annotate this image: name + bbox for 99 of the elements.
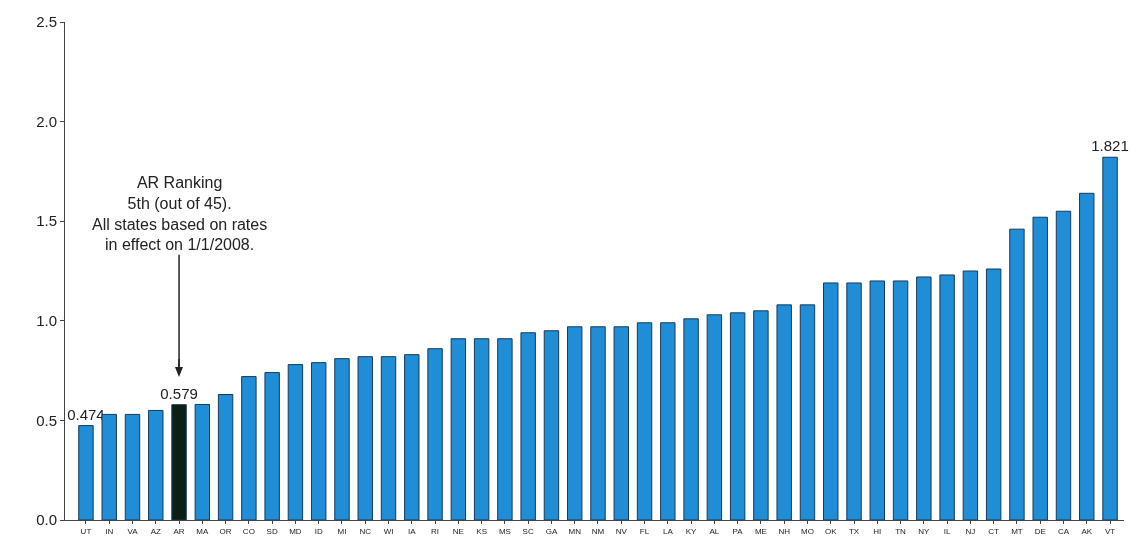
y-tick-label: 0.5 <box>36 411 57 429</box>
bar <box>78 425 94 520</box>
data-label: 1.821 <box>1091 137 1129 155</box>
bar <box>916 276 932 520</box>
bar <box>753 310 769 520</box>
bar <box>613 326 629 520</box>
bar <box>683 318 699 520</box>
bar <box>334 358 350 520</box>
bar <box>1009 228 1025 520</box>
x-tick-label: TX <box>848 526 860 536</box>
bar <box>497 338 513 520</box>
bar <box>660 322 676 520</box>
x-tick-label: ME <box>754 526 767 536</box>
x-tick-label: NC <box>359 526 372 536</box>
x-tick-label: IA <box>408 526 417 536</box>
x-tick-label: KS <box>476 526 487 536</box>
x-tick-label: MO <box>801 526 814 536</box>
bar <box>473 338 490 520</box>
bar <box>1079 192 1095 520</box>
x-tick-label: CT <box>988 526 1000 536</box>
bar <box>171 404 187 520</box>
x-tick-label: GA <box>545 526 558 536</box>
x-tick-label: AZ <box>150 526 161 536</box>
bar <box>241 376 257 520</box>
x-tick-label: NY <box>918 526 931 536</box>
x-tick-label: AK <box>1081 526 1093 536</box>
x-tick-label: OK <box>824 526 838 536</box>
bar <box>1102 156 1118 520</box>
bar <box>567 326 583 520</box>
bar <box>520 332 536 520</box>
bar <box>636 322 653 520</box>
y-tick-label: 1.5 <box>36 212 57 230</box>
bar <box>287 364 304 520</box>
x-tick-label: VT <box>1104 526 1116 536</box>
x-tick-label: IN <box>105 526 114 536</box>
bar <box>869 280 885 520</box>
x-tick-label: MT <box>1011 526 1023 536</box>
x-tick-label: MD <box>289 526 302 536</box>
bar <box>729 312 746 520</box>
x-tick-label: VA <box>127 526 139 536</box>
x-tick-label: WI <box>383 526 394 536</box>
x-tick-label: LA <box>662 526 674 536</box>
x-tick-label: SD <box>266 526 278 536</box>
bar <box>846 282 862 520</box>
bar <box>427 348 443 520</box>
bar <box>799 304 816 520</box>
x-tick-label: FL <box>639 526 650 536</box>
x-tick-label: NJ <box>965 526 976 536</box>
x-tick-label: OR <box>219 526 232 536</box>
x-tick-label: NV <box>615 526 628 536</box>
y-tick-label: 2.5 <box>36 13 57 31</box>
bar <box>706 314 723 520</box>
bar <box>1032 216 1048 520</box>
bar <box>217 394 234 520</box>
x-tick-label: IL <box>943 526 951 536</box>
bar <box>194 403 211 520</box>
x-tick-label: NM <box>591 526 605 536</box>
bar <box>101 413 117 520</box>
x-tick-label: SC <box>522 526 534 536</box>
bar <box>543 330 560 520</box>
x-tick-label: HI <box>873 526 882 536</box>
bar <box>939 274 955 520</box>
bar <box>776 304 792 520</box>
x-tick-label: UT <box>80 526 92 536</box>
bar <box>892 280 909 520</box>
bar <box>404 354 420 520</box>
y-tick-label: 1.0 <box>36 312 57 330</box>
bar <box>1055 210 1072 520</box>
x-tick-label: MN <box>568 526 582 536</box>
bar <box>590 326 606 520</box>
bar <box>264 372 280 520</box>
x-tick-label: CO <box>242 526 255 536</box>
x-tick-label: PA <box>732 526 744 536</box>
x-tick-label: MS <box>498 526 511 536</box>
x-tick-label: RI <box>431 526 440 536</box>
x-tick-label: TN <box>895 526 907 536</box>
x-tick-label: KY <box>685 526 698 536</box>
bar <box>823 282 839 520</box>
annotation: AR Ranking 5th (out of 45). All states based on rates in effect on 1/1/2008. <box>92 174 268 254</box>
bar <box>148 409 164 520</box>
x-tick-label: AR <box>173 526 185 536</box>
bar <box>310 362 327 520</box>
bar <box>962 270 979 520</box>
x-tick-label: MI <box>337 526 347 536</box>
x-tick-label: ID <box>314 526 323 536</box>
x-tick-label: DE <box>1034 526 1046 536</box>
x-tick-label: NH <box>778 526 791 536</box>
y-tick-label: 0.0 <box>36 511 57 529</box>
x-tick-label: MA <box>196 526 209 536</box>
bar <box>357 356 373 520</box>
x-tick-label: CA <box>1057 526 1070 536</box>
x-tick-label: NE <box>452 526 464 536</box>
bar <box>985 268 1002 520</box>
x-tick-label: AL <box>709 526 720 536</box>
y-tick-label: 2.0 <box>36 112 57 130</box>
bar <box>450 338 467 520</box>
bar <box>380 356 397 520</box>
bar <box>124 413 141 520</box>
data-label: 0.579 <box>160 384 198 402</box>
